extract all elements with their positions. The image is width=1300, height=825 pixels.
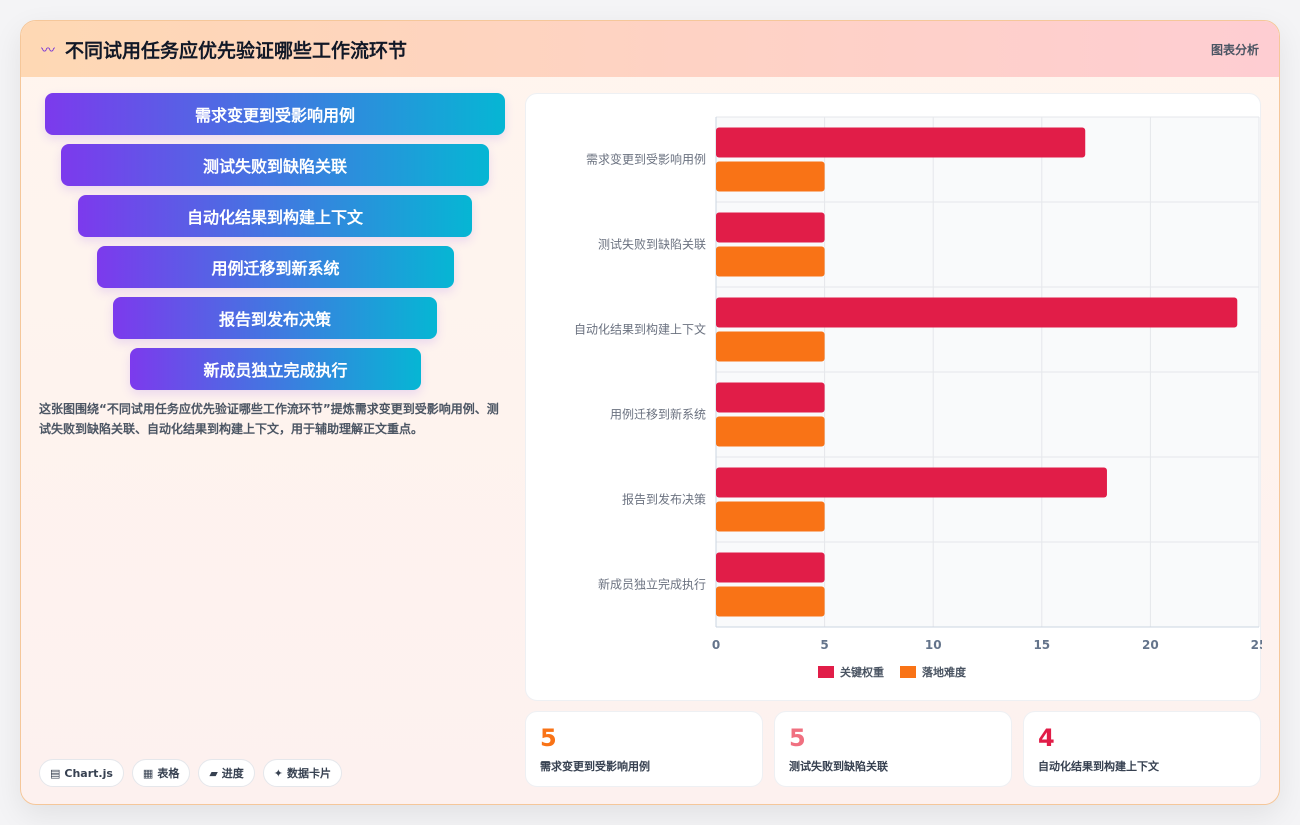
stat-card-2: 5 测试失败到缺陷关联 [774, 711, 1012, 787]
main-card: 〰 不同试用任务应优先验证哪些工作流环节 图表分析 需求变更到受影响用例 测试失… [20, 20, 1280, 805]
x-tick-label: 10 [925, 638, 942, 652]
bar-key-weight [716, 297, 1238, 328]
stat-card-1: 5 需求变更到受影响用例 [525, 711, 763, 787]
pill-label: 进度 [221, 767, 244, 780]
page-title: 不同试用任务应优先验证哪些工作流环节 [65, 39, 408, 62]
pill-table[interactable]: ▦ 表格 [131, 759, 191, 787]
wave-icon: 〰 [41, 43, 55, 59]
funnel-step-2: 测试失败到缺陷关联 [61, 144, 489, 186]
bar-key-weight [716, 212, 825, 243]
pill-data-card[interactable]: ✦ 数据卡片 [262, 759, 343, 787]
legend-swatch [818, 666, 834, 678]
bar-difficulty [716, 331, 825, 362]
chart-description: 这张图围绕“不同试用任务应优先验证哪些工作流环节”提炼需求变更到受影响用例、测试… [39, 402, 499, 436]
header-bar: 〰 不同试用任务应优先验证哪些工作流环节 图表分析 [21, 21, 1279, 77]
funnel-step-6: 新成员独立完成执行 [130, 348, 421, 390]
stat-label: 自动化结果到构建上下文 [1038, 760, 1159, 773]
stat-label: 需求变更到受影响用例 [540, 760, 650, 773]
x-tick-label: 25 [1251, 638, 1262, 652]
y-tick-label: 用例迁移到新系统 [610, 407, 706, 422]
y-tick-label: 报告到发布决策 [622, 492, 706, 507]
stat-value: 4 [1038, 724, 1055, 752]
table-icon: ▦ [142, 766, 154, 780]
bar-chart: 0 5 10 15 20 25 需求变更到受影响用例测试失败到缺陷关联自动化结果到构建上下文… [574, 116, 1262, 679]
x-tick-label: 0 [712, 638, 720, 652]
chart-panel: 0 5 10 15 20 25 需求变更到受影响用例测试失败到缺陷关联自动化结果到构建上下文… [525, 93, 1262, 701]
funnel-step-4: 用例迁移到新系统 [97, 246, 454, 288]
pill-progress[interactable]: ▰ 进度 [198, 759, 255, 787]
legend-swatch [900, 666, 916, 678]
legend-label: 关键权重 [840, 665, 884, 679]
chart-icon: ▤ [50, 766, 61, 780]
progress-icon: ▰ [209, 766, 218, 780]
pill-chartjs[interactable]: ▤ Chart.js [39, 759, 124, 787]
y-tick-label: 新成员独立完成执行 [598, 577, 706, 592]
bar-difficulty [716, 246, 825, 277]
stat-value: 5 [789, 724, 806, 752]
legend-label: 落地难度 [922, 665, 967, 679]
x-tick-label: 15 [1033, 638, 1050, 652]
pill-label: Chart.js [64, 766, 113, 780]
funnel-step-1: 需求变更到受影响用例 [45, 93, 505, 135]
bar-key-weight [716, 467, 1107, 498]
bar-difficulty [716, 161, 825, 192]
funnel-step-5: 报告到发布决策 [113, 297, 437, 339]
card-icon: ✦ [273, 766, 284, 780]
chart-analysis-tag: 图表分析 [1210, 43, 1259, 57]
bar-difficulty [716, 586, 825, 617]
bar-key-weight [716, 382, 825, 413]
stat-value: 5 [540, 724, 557, 752]
y-tick-label: 自动化结果到构建上下文 [574, 322, 706, 337]
x-tick-label: 20 [1142, 638, 1159, 652]
y-tick-label: 测试失败到缺陷关联 [598, 237, 706, 252]
bar-difficulty [716, 501, 825, 532]
bar-difficulty [716, 416, 825, 447]
y-tick-label: 需求变更到受影响用例 [586, 152, 706, 167]
pill-label: 表格 [157, 767, 180, 780]
funnel-step-3: 自动化结果到构建上下文 [78, 195, 472, 237]
pill-label: 数据卡片 [287, 767, 332, 780]
feature-pills: ▤ Chart.js ▦ 表格 ▰ 进度 ✦ 数据卡片 [39, 759, 343, 787]
stat-label: 测试失败到缺陷关联 [789, 760, 888, 773]
x-tick-label: 5 [820, 638, 828, 652]
stat-card-3: 4 自动化结果到构建上下文 [1023, 711, 1261, 787]
bar-key-weight [716, 552, 825, 583]
bar-key-weight [716, 127, 1086, 158]
